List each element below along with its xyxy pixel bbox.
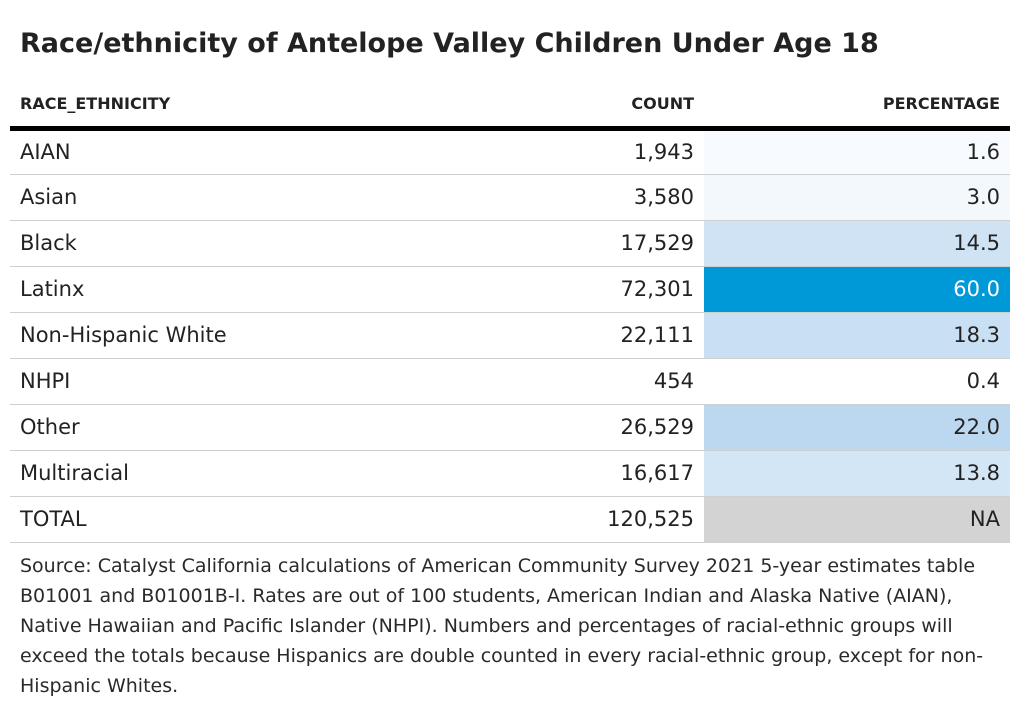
page-title: Race/ethnicity of Antelope Valley Childr… [20,28,879,59]
cell-count: 1,943 [454,128,704,175]
table-row: AIAN 1,943 1.6 [10,128,1010,175]
cell-race-ethnicity: Non-Hispanic White [10,312,454,359]
source-note: Source: Catalyst California calculations… [20,554,984,697]
cell-percentage: 13.8 [704,450,1010,497]
cell-race-ethnicity: NHPI [10,358,454,405]
cell-count: 120,525 [454,496,704,543]
cell-percentage: 60.0 [704,266,1010,313]
table-row: Latinx 72,301 60.0 [10,266,1010,313]
table-widget: Race/ethnicity of Antelope Valley Childr… [10,0,1010,701]
cell-percentage: 22.0 [704,404,1010,451]
cell-percentage: 1.6 [704,128,1010,175]
cell-percentage: 0.4 [704,358,1010,405]
table-row: Other 26,529 22.0 [10,404,1010,451]
table-row: TOTAL 120,525 NA [10,496,1010,543]
cell-count: 22,111 [454,312,704,359]
cell-count: 16,617 [454,450,704,497]
table-header: RACE_ETHNICITY COUNT PERCENTAGE [10,82,1010,131]
header-row: RACE_ETHNICITY COUNT PERCENTAGE [10,82,1010,131]
table-row: Non-Hispanic White 22,111 18.3 [10,312,1010,359]
cell-race-ethnicity: TOTAL [10,496,454,543]
data-table: RACE_ETHNICITY COUNT PERCENTAGE AIAN 1,94… [10,82,1010,543]
cell-percentage: 3.0 [704,174,1010,221]
cell-race-ethnicity: Black [10,220,454,267]
cell-count: 454 [454,358,704,405]
table-row: Black 17,529 14.5 [10,220,1010,267]
column-header-count: COUNT [454,82,704,131]
cell-count: 17,529 [454,220,704,267]
cell-percentage: 18.3 [704,312,1010,359]
cell-count: 72,301 [454,266,704,313]
cell-race-ethnicity: Asian [10,174,454,221]
column-header-race-ethnicity: RACE_ETHNICITY [10,82,454,131]
cell-percentage: 14.5 [704,220,1010,267]
table-row: NHPI 454 0.4 [10,358,1010,405]
table-body: AIAN 1,943 1.6 Asian 3,580 3.0 Black 17,529 14.5… [10,128,1010,543]
cell-race-ethnicity: Latinx [10,266,454,313]
column-header-percentage: PERCENTAGE [704,82,1010,131]
cell-race-ethnicity: Other [10,404,454,451]
cell-count: 26,529 [454,404,704,451]
cell-percentage: NA [704,496,1010,543]
cell-race-ethnicity: AIAN [10,128,454,175]
table-row: Multiracial 16,617 13.8 [10,450,1010,497]
table-row: Asian 3,580 3.0 [10,174,1010,221]
cell-race-ethnicity: Multiracial [10,450,454,497]
cell-count: 3,580 [454,174,704,221]
